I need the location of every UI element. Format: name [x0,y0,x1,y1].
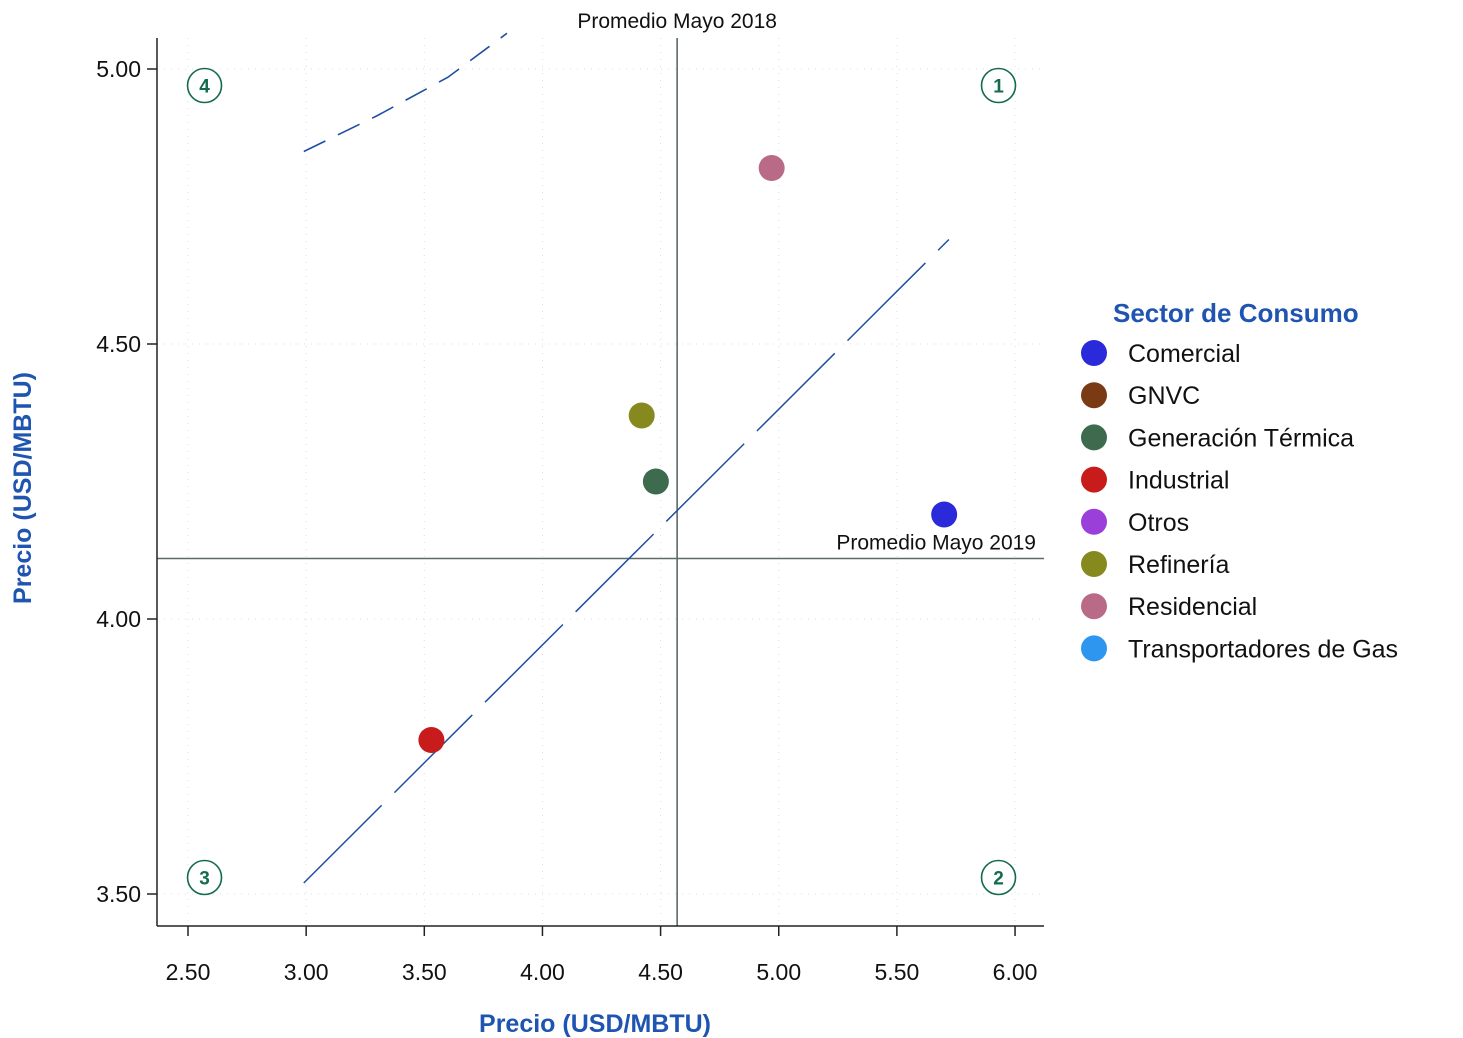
legend-label: Transportadores de Gas [1128,635,1398,663]
legend-marker [1081,340,1107,366]
legend-label: GNVC [1128,382,1200,410]
data-point [758,155,785,181]
legend-item: Transportadores de Gas [1081,635,1398,663]
data-point [931,501,958,528]
y-axis-ticks: 3.50 4.00 4.50 5.00 [96,56,157,907]
trend-lines [303,32,950,884]
x-tick-label: 3.00 [284,959,329,985]
y-axis-title: Precio (USD/MBTU) [9,372,37,604]
x-axis-ticks: 2.50 3.00 3.50 4.00 4.50 5.00 5.50 6.00 [166,926,1038,985]
reference-lines: Promedio Mayo 2018 Promedio Mayo 2019 [157,10,1044,926]
legend-item: Refinería [1081,551,1230,579]
y-tick-label: 5.00 [96,56,141,82]
legend-items: Comercial GNVC Generación Térmica Industria… [1081,340,1398,663]
x-tick-label: 3.50 [402,959,447,985]
legend-marker [1081,508,1107,535]
quadrant-label: 4 [199,77,210,98]
y-tick-label: 3.50 [96,881,141,907]
legend-marker [1081,635,1107,662]
legend-marker [1081,551,1107,577]
data-point [642,468,669,495]
legend: Sector de Consumo Comercial GNVC Generació… [1081,298,1398,663]
legend-item: Otros [1081,508,1189,537]
legend-label: Refinería [1128,551,1230,579]
x-tick-label: 5.50 [875,959,920,985]
legend-label: Industrial [1128,467,1229,495]
legend-label: Generación Térmica [1128,424,1354,452]
x-tick-label: 4.00 [520,959,565,985]
y-tick-label: 4.00 [96,606,141,632]
data-points [418,155,958,753]
dashed-curve [303,32,508,153]
legend-label: Comercial [1128,340,1241,368]
legend-label: Residencial [1128,593,1257,621]
legend-item: Residencial [1081,593,1257,621]
grid [157,38,1044,926]
data-point [418,727,445,753]
legend-title: Sector de Consumo [1113,298,1359,328]
legend-marker [1081,382,1107,409]
quadrant-marker [980,67,1017,104]
quadrant-label: 3 [199,869,210,890]
legend-item: Generación Térmica [1081,424,1354,452]
legend-marker [1081,466,1107,493]
axes [156,38,1044,927]
x-axis-title: Precio (USD/MBTU) [479,1010,711,1038]
x-tick-label: 2.50 [166,959,211,985]
y-tick-label: 4.50 [96,331,141,357]
legend-item: GNVC [1081,382,1200,410]
legend-item: Industrial [1081,466,1229,495]
x-tick-label: 4.50 [638,959,683,985]
quadrant-marker [186,67,223,104]
reference-label-vertical: Promedio Mayo 2018 [577,10,777,33]
x-tick-label: 5.00 [756,959,801,985]
legend-item: Comercial [1081,340,1241,368]
quadrant-marker [186,859,223,896]
quadrant-label: 1 [993,77,1004,98]
x-tick-label: 6.00 [993,959,1038,985]
fit-line [303,238,950,884]
reference-label-horizontal: Promedio Mayo 2019 [836,532,1036,555]
data-point [628,402,655,429]
legend-label: Otros [1128,509,1189,537]
quadrant-marker [980,859,1017,896]
legend-marker [1081,424,1107,451]
quadrant-label: 2 [993,869,1004,890]
legend-marker [1081,593,1107,620]
quadrant-labels: 1 2 3 4 [186,67,1017,896]
